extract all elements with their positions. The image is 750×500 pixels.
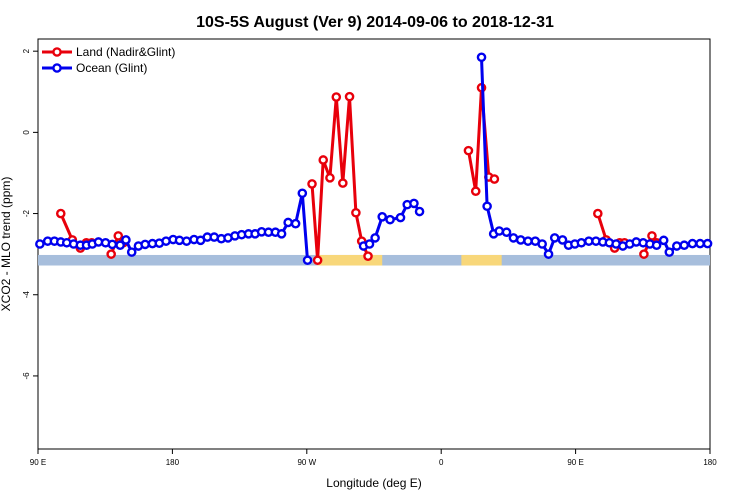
data-point: [647, 231, 657, 241]
data-point: [470, 186, 481, 197]
data-point: [549, 233, 560, 243]
data-point: [489, 174, 500, 184]
data-point: [307, 179, 317, 189]
y-axis: 2 0 -2 -4 -6: [22, 48, 38, 379]
data-point: [515, 235, 526, 245]
data-point: [409, 198, 419, 209]
data-point: [557, 235, 568, 245]
data-point: [695, 238, 705, 249]
y-tick-label: -4: [22, 291, 31, 299]
data-point: [370, 233, 380, 243]
data-point: [290, 218, 301, 229]
x-axis: 90 E 180 90 W 0 90 E 180: [30, 449, 717, 467]
data-point: [494, 226, 505, 236]
data-point: [482, 201, 492, 212]
data-point: [297, 188, 308, 199]
series-0: [55, 82, 662, 266]
data-point: [687, 238, 698, 249]
data-point: [325, 173, 335, 183]
data-point: [385, 214, 395, 225]
land-band-0: [317, 254, 383, 266]
data-point: [106, 249, 116, 259]
data-point: [664, 247, 675, 257]
data-point: [364, 239, 375, 249]
data-point: [121, 235, 131, 245]
data-point: [276, 229, 287, 239]
data-point: [363, 251, 373, 261]
data-point: [318, 155, 329, 165]
data-point: [476, 52, 487, 63]
data-point: [115, 240, 125, 251]
land-band-1: [461, 254, 502, 266]
chart-title: 10S-5S August (Ver 9) 2014-09-06 to 2018…: [196, 14, 554, 31]
data-point: [113, 231, 124, 241]
series-line: [480, 57, 708, 256]
series-1: [35, 52, 713, 266]
legend-marker: [52, 47, 62, 57]
data-point: [331, 92, 342, 102]
x-tick-label: 90 E: [567, 458, 583, 467]
series-group: [35, 52, 713, 266]
data-point: [338, 178, 348, 188]
series-line: [310, 95, 370, 262]
y-tick-label: -6: [22, 372, 31, 380]
legend-label: Ocean (Glint): [76, 61, 147, 75]
data-point: [351, 207, 361, 218]
y-tick-label: 0: [22, 130, 31, 135]
data-point: [55, 208, 66, 219]
data-point: [576, 237, 587, 248]
data-point: [679, 240, 690, 251]
data-point: [107, 239, 118, 250]
data-point: [35, 239, 45, 249]
data-point: [302, 255, 313, 266]
data-point: [543, 249, 554, 259]
x-tick-label: 90 E: [30, 458, 46, 467]
data-point: [537, 239, 547, 249]
data-point: [501, 227, 512, 238]
y-tick-label: 2: [22, 48, 31, 53]
data-point: [283, 217, 293, 228]
data-point: [639, 249, 649, 259]
x-tick-label: 90 W: [297, 458, 316, 467]
y-axis-label: XCO2 - MLO trend (ppm): [0, 177, 13, 312]
x-tick-label: 180: [703, 458, 717, 467]
data-point: [463, 145, 474, 156]
legend-label: Land (Nadir&Glint): [76, 45, 175, 59]
land-sea-band: [38, 254, 710, 266]
data-point: [651, 240, 662, 251]
data-point: [344, 91, 355, 102]
data-point: [181, 236, 192, 246]
data-point: [126, 247, 137, 257]
x-axis-label: Longitude (deg E): [326, 476, 421, 490]
y-tick-label: -2: [22, 209, 31, 217]
data-point: [593, 208, 603, 219]
data-point: [312, 255, 323, 266]
data-point: [702, 238, 713, 249]
data-point: [140, 239, 150, 250]
data-point: [395, 212, 406, 223]
legend-marker: [52, 63, 62, 73]
data-point: [671, 241, 682, 251]
x-tick-label: 0: [439, 458, 444, 467]
legend: Land (Nadir&Glint) Ocean (Glint): [42, 45, 175, 75]
data-point: [658, 235, 669, 246]
data-point: [377, 212, 388, 222]
data-point: [414, 206, 425, 217]
x-tick-label: 180: [166, 458, 180, 467]
